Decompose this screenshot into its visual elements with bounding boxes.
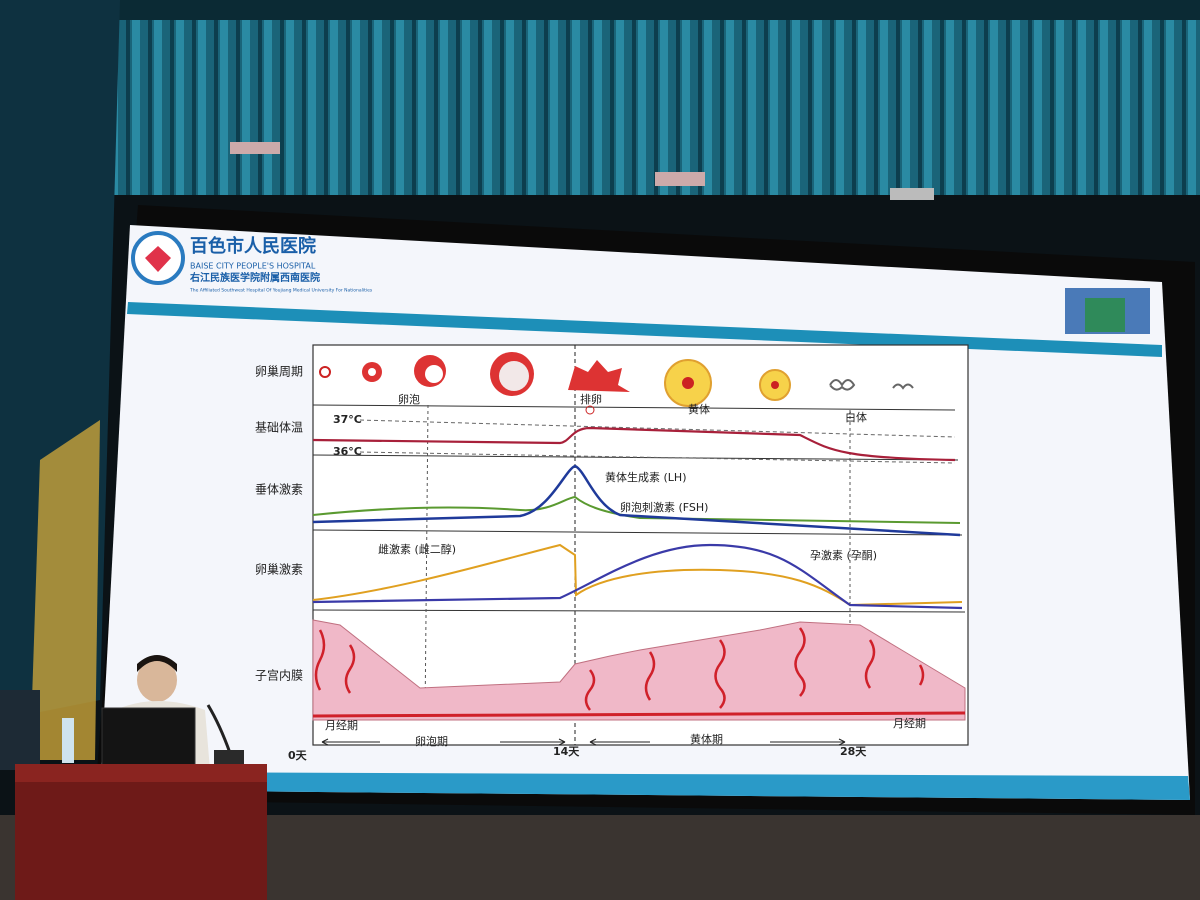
hospital-name: 百色市人民医院 — [190, 235, 316, 257]
footer-band — [100, 772, 1190, 800]
lh-curve — [312, 464, 961, 537]
light — [230, 142, 280, 154]
water-bottle — [62, 718, 74, 763]
estrogen-curve — [312, 543, 963, 607]
podium — [15, 764, 267, 900]
diagram — [312, 344, 969, 746]
phase-label: 月经期 — [325, 719, 358, 732]
row-label: 垂体激素 — [255, 483, 303, 497]
corpus-albicans — [892, 383, 914, 390]
arrow — [770, 738, 846, 746]
affiliation: 右江民族医学院附属西南医院 — [189, 271, 320, 284]
ovary-label: 卵泡 — [398, 392, 420, 406]
mic-base — [214, 750, 244, 764]
chair — [0, 690, 40, 770]
hospital-name-en: BAISE CITY PEOPLE'S HOSPITAL — [190, 262, 316, 271]
yellow-curtain — [30, 420, 100, 760]
follicle-core — [499, 361, 529, 391]
curtain-top — [110, 0, 1200, 20]
light — [890, 188, 934, 200]
arrow — [589, 738, 650, 746]
row-label: 基础体温 — [255, 421, 303, 435]
logo-mark — [145, 246, 171, 272]
spiral-arteries — [314, 627, 925, 711]
follicle-core — [368, 368, 376, 376]
arrow — [321, 738, 380, 746]
follicle — [319, 366, 331, 378]
phase-line — [424, 404, 429, 721]
phase-label: 黄体期 — [690, 732, 723, 746]
ruptured-follicle — [568, 360, 630, 392]
hormone-label: 孕激素 (孕酮) — [810, 548, 877, 562]
day-label: 0天 — [288, 749, 308, 762]
phase-label: 卵泡期 — [415, 734, 448, 748]
basal-line — [312, 711, 966, 718]
row-divider — [312, 609, 966, 613]
day-label: 14天 — [553, 745, 580, 758]
ovary-label: 排卵 — [580, 392, 602, 406]
microphone — [206, 704, 232, 754]
follicle-core — [425, 365, 443, 383]
temp-line — [359, 419, 956, 438]
ovum — [585, 405, 595, 415]
light — [655, 172, 705, 186]
podium-top — [15, 764, 267, 782]
presenter-hair — [137, 655, 177, 672]
progesterone-curve — [312, 543, 963, 610]
ovary-label: 白体 — [845, 410, 867, 424]
laptop — [101, 707, 196, 767]
presenter-head — [137, 658, 177, 702]
corpus-core — [682, 377, 694, 389]
hormone-label: 黄体生成素 (LH) — [605, 470, 686, 484]
ovary-label: 黄体 — [688, 402, 710, 416]
corpus-albicans — [829, 379, 856, 391]
building — [1085, 298, 1125, 332]
header-line — [127, 302, 1162, 357]
row-label: 卵巢周期 — [255, 365, 303, 379]
hormone-label: 雌激素 (雌二醇) — [378, 542, 456, 556]
row-divider — [312, 529, 963, 536]
temperature-label: 37°C — [333, 413, 362, 426]
day-label: 28天 — [840, 745, 867, 758]
row-label: 子宫内膜 — [255, 668, 303, 683]
affiliation-en: The Affiliated Southwest Hospital Of You… — [189, 288, 373, 294]
row-label: 卵巢激素 — [255, 563, 303, 577]
corpus-core — [771, 381, 779, 389]
phase-label: 月经期 — [893, 717, 926, 730]
valance-curtain — [110, 0, 1200, 195]
row-divider — [312, 404, 956, 411]
temperature-label: 36°C — [333, 445, 362, 458]
bbt-curve — [312, 426, 956, 462]
hormone-label: 卵泡刺激素 (FSH) — [620, 500, 708, 514]
temp-line — [359, 451, 956, 464]
arrow — [500, 738, 566, 746]
